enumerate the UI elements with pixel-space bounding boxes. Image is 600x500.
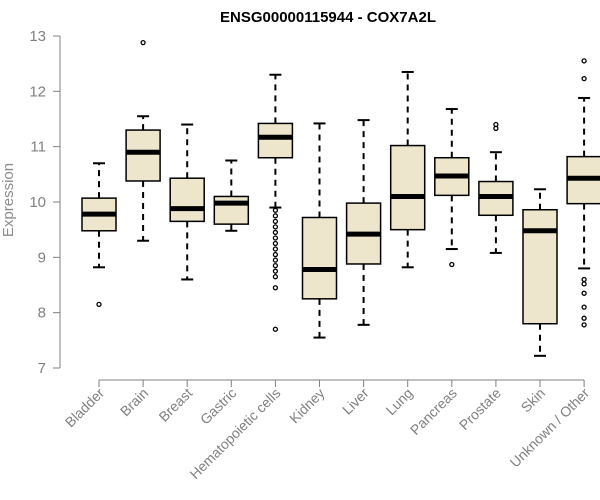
x-tick-label: Bladder bbox=[62, 385, 108, 431]
outlier-point bbox=[581, 290, 587, 296]
y-tick-label: 12 bbox=[29, 83, 46, 100]
y-tick-label: 8 bbox=[38, 305, 46, 322]
outlier-point bbox=[581, 322, 587, 328]
box-iqr bbox=[301, 216, 338, 300]
x-tick-label: Prostate bbox=[456, 385, 504, 433]
outlier-point bbox=[272, 262, 279, 269]
box-iqr bbox=[257, 122, 294, 159]
x-tick-label: Kidney bbox=[286, 385, 328, 427]
outlier-point bbox=[272, 224, 279, 230]
box-bladder bbox=[81, 162, 117, 308]
outlier-point bbox=[272, 326, 279, 332]
boxes-group bbox=[81, 39, 600, 357]
outlier-point bbox=[272, 268, 279, 274]
box-iqr bbox=[389, 144, 426, 231]
x-tick-label: Gastric bbox=[197, 385, 240, 428]
outlier-point bbox=[272, 229, 279, 236]
box-kidney bbox=[301, 122, 338, 339]
outlier-point bbox=[96, 301, 102, 308]
box-iqr bbox=[125, 129, 161, 182]
outlier-point bbox=[493, 121, 499, 128]
outlier-point bbox=[272, 251, 279, 258]
x-tick-label: Skin bbox=[518, 385, 549, 416]
y-tick-label: 11 bbox=[30, 139, 46, 156]
outlier-point bbox=[581, 58, 587, 64]
outlier-point bbox=[272, 213, 279, 219]
box-pancreas bbox=[434, 108, 470, 268]
box-gastric bbox=[213, 159, 250, 232]
box-hematopoietic-cells bbox=[257, 73, 294, 332]
outlier-point bbox=[581, 75, 587, 82]
x-tick-label: Brain bbox=[117, 385, 151, 419]
box-lung bbox=[389, 70, 426, 269]
y-tick-label: 10 bbox=[29, 194, 46, 211]
outlier-point bbox=[272, 218, 279, 225]
x-tick-label: Pancreas bbox=[407, 385, 460, 438]
box-breast bbox=[169, 123, 205, 281]
outlier-point bbox=[449, 261, 455, 268]
chart-title: ENSG00000115944 - COX7A2L bbox=[220, 9, 436, 26]
outlier-point bbox=[581, 281, 587, 287]
box-brain bbox=[125, 39, 161, 242]
outlier-point bbox=[581, 304, 587, 310]
outlier-point bbox=[272, 285, 279, 291]
outlier-point bbox=[272, 257, 279, 263]
box-iqr bbox=[522, 208, 558, 325]
y-tick-label: 13 bbox=[29, 28, 46, 45]
outlier-point bbox=[272, 235, 279, 241]
outlier-point bbox=[272, 240, 279, 247]
x-tick-label: Liver bbox=[339, 385, 372, 418]
box-liver bbox=[345, 119, 382, 326]
box-prostate bbox=[478, 121, 514, 254]
y-tick-label: 7 bbox=[38, 360, 46, 377]
outlier-point bbox=[272, 246, 279, 252]
box-skin bbox=[522, 188, 558, 357]
x-tick-label: Unknown / Other bbox=[507, 385, 593, 471]
outlier-point bbox=[581, 315, 587, 321]
outlier-point bbox=[272, 274, 279, 280]
y-axis-label: Expression bbox=[0, 163, 17, 237]
outlier-point bbox=[272, 207, 279, 213]
outlier-point bbox=[140, 39, 146, 46]
y-tick-label: 9 bbox=[38, 249, 46, 266]
box-unknown-other bbox=[566, 58, 600, 328]
outlier-point bbox=[581, 276, 587, 283]
y-axis: 7 8 9 10 11 12 13 bbox=[29, 28, 61, 377]
box-iqr bbox=[169, 177, 205, 223]
x-tick-label: Lung bbox=[382, 385, 415, 418]
x-tick-label: Breast bbox=[155, 385, 195, 425]
